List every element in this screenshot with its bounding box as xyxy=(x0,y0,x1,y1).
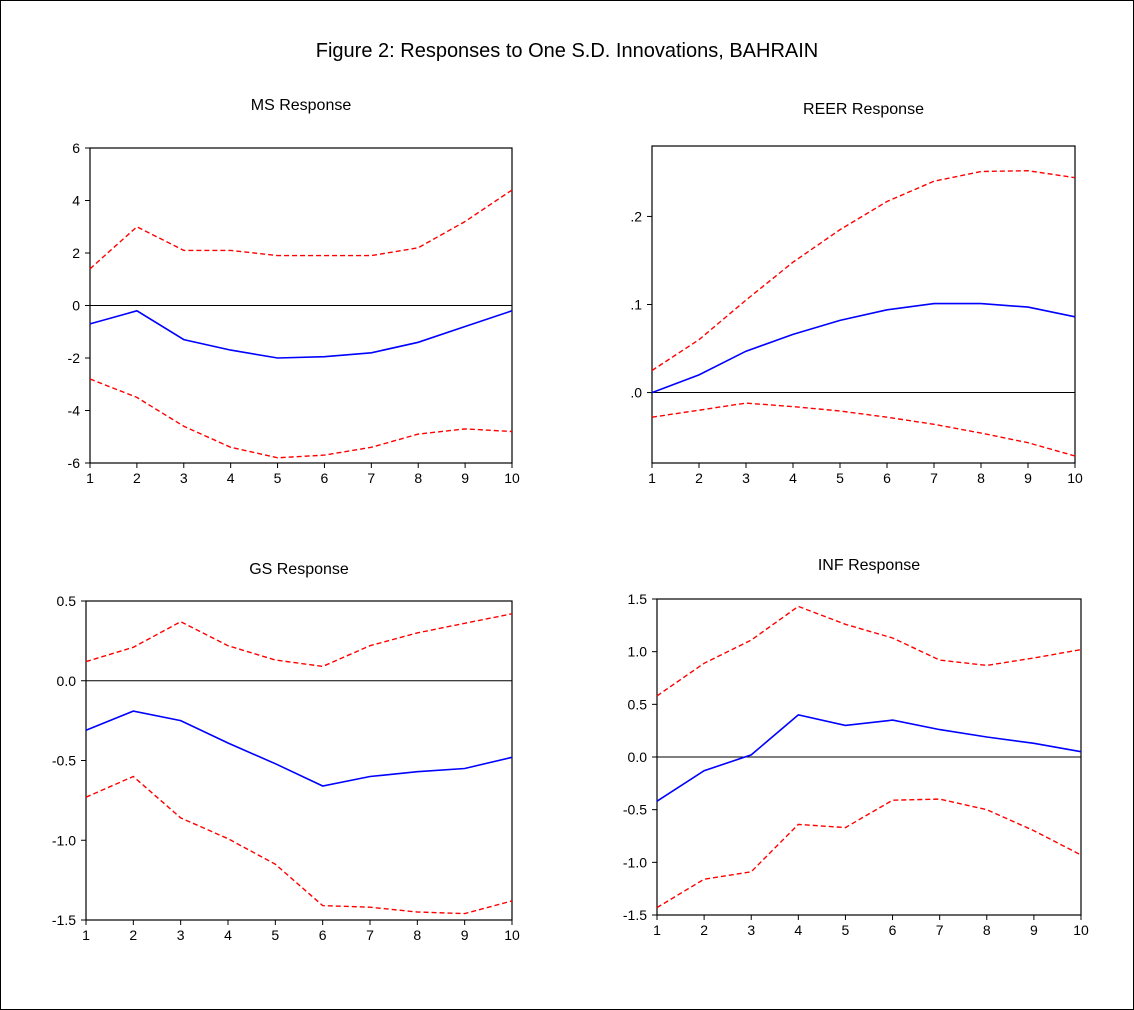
lower-band-line xyxy=(656,798,1082,909)
x-tick-label: 2 xyxy=(695,470,703,486)
x-tick-label: 7 xyxy=(367,470,375,486)
panel-title: INF Response xyxy=(818,557,920,574)
x-tick-label: 9 xyxy=(1024,470,1032,486)
x-tick-label: 5 xyxy=(842,922,850,938)
upper-band-line xyxy=(656,605,1082,697)
x-tick-label: 5 xyxy=(271,927,279,943)
upper-band-line xyxy=(651,169,1076,372)
x-tick-label: 10 xyxy=(1073,922,1089,938)
y-tick-label: -4 xyxy=(68,403,81,419)
y-tick-label: 1.5 xyxy=(628,591,648,607)
figure-title: Figure 2: Responses to One S.D. Innovati… xyxy=(315,40,819,62)
x-tick-label: 6 xyxy=(321,470,329,486)
x-tick-label: 9 xyxy=(461,470,469,486)
x-tick-label: 3 xyxy=(180,470,188,486)
x-tick-label: 2 xyxy=(700,922,708,938)
lower-band-line xyxy=(85,775,513,915)
x-tick-label: 3 xyxy=(747,922,755,938)
response-line xyxy=(656,714,1082,802)
y-tick-label: 4 xyxy=(72,193,80,209)
x-tick-label: 9 xyxy=(1030,922,1038,938)
x-tick-label: 8 xyxy=(983,922,991,938)
y-tick-label: -1.0 xyxy=(52,832,76,848)
panel-title: REER Response xyxy=(803,101,924,118)
y-tick-label: -0.5 xyxy=(52,753,76,769)
lower-band-line xyxy=(89,378,513,459)
x-tick-label: 10 xyxy=(1067,470,1083,486)
x-tick-label: 6 xyxy=(319,927,327,943)
y-tick-label: 0.0 xyxy=(628,749,648,765)
x-tick-label: 9 xyxy=(461,927,469,943)
x-tick-label: 3 xyxy=(177,927,185,943)
response-line xyxy=(85,710,513,787)
y-tick-label: 0 xyxy=(72,298,80,314)
x-tick-label: 1 xyxy=(82,927,90,943)
lower-band-line xyxy=(651,402,1076,457)
x-tick-label: 7 xyxy=(930,470,938,486)
x-tick-label: 1 xyxy=(86,470,94,486)
response-line xyxy=(651,302,1076,394)
x-tick-label: 5 xyxy=(274,470,282,486)
x-tick-label: 4 xyxy=(794,922,802,938)
panel-title: MS Response xyxy=(251,97,352,114)
upper-band-line xyxy=(89,189,513,270)
panel-title: GS Response xyxy=(249,561,349,578)
x-tick-label: 7 xyxy=(936,922,944,938)
x-tick-label: 8 xyxy=(977,470,985,486)
y-tick-label: 6 xyxy=(72,140,80,156)
y-tick-label: -1.5 xyxy=(52,912,76,928)
y-tick-label: 0.0 xyxy=(57,673,77,689)
x-tick-label: 2 xyxy=(129,927,137,943)
x-tick-label: 1 xyxy=(653,922,661,938)
y-tick-label: 0.5 xyxy=(628,696,648,712)
x-tick-label: 4 xyxy=(789,470,797,486)
y-tick-label: .0 xyxy=(630,385,642,401)
y-tick-label: -1.5 xyxy=(623,907,647,923)
y-tick-label: -2 xyxy=(68,350,81,366)
x-tick-label: 4 xyxy=(224,927,232,943)
y-tick-label: -0.5 xyxy=(623,802,647,818)
y-tick-label: .1 xyxy=(630,297,642,313)
y-tick-label: 0.5 xyxy=(57,593,77,609)
x-tick-label: 1 xyxy=(648,470,656,486)
y-tick-label: -1.0 xyxy=(623,854,647,870)
x-tick-label: 2 xyxy=(133,470,141,486)
x-tick-label: 4 xyxy=(227,470,235,486)
x-tick-label: 6 xyxy=(883,470,891,486)
x-tick-label: 10 xyxy=(504,927,520,943)
x-tick-label: 8 xyxy=(413,927,421,943)
response-line xyxy=(89,309,513,359)
x-tick-label: 3 xyxy=(742,470,750,486)
x-tick-label: 6 xyxy=(889,922,897,938)
y-tick-label: 2 xyxy=(72,245,80,261)
upper-band-line xyxy=(85,613,513,668)
x-tick-label: 7 xyxy=(366,927,374,943)
x-tick-label: 8 xyxy=(414,470,422,486)
y-tick-label: 1.0 xyxy=(628,644,648,660)
y-tick-label: -6 xyxy=(68,455,81,471)
x-tick-label: 5 xyxy=(836,470,844,486)
y-tick-label: .2 xyxy=(630,208,642,224)
x-tick-label: 10 xyxy=(504,470,520,486)
